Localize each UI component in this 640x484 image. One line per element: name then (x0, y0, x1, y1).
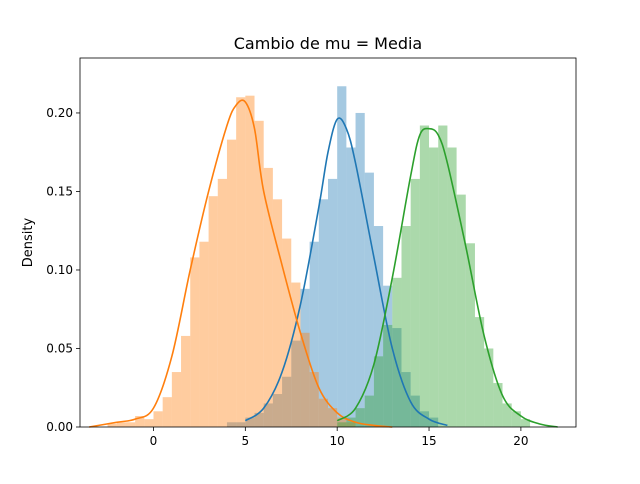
histogram-bars (107, 86, 531, 428)
kde-line-s1 (244, 117, 448, 427)
histogram-bar-s2-b2 (116, 422, 126, 427)
histogram-bar-s1-b13 (337, 86, 347, 428)
histogram-bar-s2-b13 (217, 178, 227, 427)
kde-line-s2 (89, 99, 393, 428)
histogram-bar-s2-b6 (153, 411, 163, 427)
histogram-bar-s3-b8 (401, 226, 411, 427)
histogram-bar-s3-b11 (429, 147, 439, 427)
histogram-bar-s2-b21 (291, 282, 301, 427)
histogram-bar-s2-b17 (254, 120, 264, 428)
histogram-bar-s1-b19 (392, 328, 402, 427)
histogram-bar-s2-b7 (162, 397, 172, 427)
histogram-bar-s1-b20 (401, 372, 411, 427)
histogram-bar-s2-b18 (263, 167, 273, 427)
histogram-bar-s3-b2 (346, 417, 356, 427)
histogram-bar-s3-b19 (502, 403, 512, 427)
kde-line-s3 (336, 127, 558, 428)
histogram-bar-s1-b3 (245, 417, 255, 427)
histogram-bar-s3-b3 (355, 408, 365, 427)
histogram-bar-s3-b1 (337, 422, 347, 427)
histogram-bar-s1-b10 (309, 241, 319, 427)
plot-frame (79, 57, 577, 428)
histogram-bar-s3-b21 (520, 419, 531, 427)
histogram-bar-s2-b10 (190, 257, 200, 427)
histogram-bar-s1-b5 (263, 403, 273, 427)
histogram-bar-s1-b17 (373, 226, 384, 427)
y-tick-label: 0.00 (46, 420, 73, 434)
histogram-bar-s3-b9 (410, 178, 420, 427)
histogram-bar-s3-b6 (383, 324, 393, 427)
histogram-bar-s3-b7 (392, 277, 402, 427)
histogram-bar-s3-b10 (419, 125, 430, 427)
histogram-bar-s2-b4 (135, 416, 145, 427)
histogram-bar-s1-b21 (410, 395, 420, 427)
x-tick-label: 5 (242, 434, 250, 448)
kde-curves (89, 99, 558, 428)
histogram-bar-s1-b9 (300, 288, 310, 427)
histogram-bar-s3-b13 (447, 147, 457, 427)
histogram-bar-s2-b9 (181, 335, 191, 427)
histogram-bar-s1-b1 (226, 422, 237, 427)
histogram-bar-s1-b12 (328, 178, 338, 427)
histogram-bar-s2-b3 (125, 422, 136, 427)
histogram-bar-s1-b11 (318, 199, 328, 427)
x-tick-label: 20 (513, 434, 528, 448)
y-axis-ticks: 0.00 0.05 0.10 0.15 0.20 (46, 106, 80, 434)
histogram-bar-s2-b19 (272, 199, 283, 427)
histogram-bar-s2-b23 (309, 372, 319, 427)
histogram-bar-s1-b14 (346, 147, 356, 427)
histogram-bar-s2-b20 (282, 238, 292, 427)
chart-title: Cambio de mu = Media (234, 34, 422, 53)
histogram-bar-s1-b4 (254, 412, 264, 427)
histogram-bar-s2-b14 (226, 139, 237, 427)
histogram-bar-s3-b5 (373, 356, 384, 427)
histogram-bar-s2-b22 (300, 332, 310, 427)
histogram-bar-s2-b24 (318, 398, 328, 427)
histogram-bar-s2-b26 (337, 417, 347, 427)
histogram-bar-s3-b12 (438, 125, 448, 427)
y-tick-label: 0.15 (46, 184, 73, 198)
histogram-bar-s2-b8 (171, 372, 182, 427)
histogram-bar-s1-b2 (236, 422, 246, 427)
histogram-bar-s3-b16 (474, 317, 485, 427)
histogram-bar-s3-b20 (511, 411, 521, 427)
histogram-bar-s1-b15 (355, 112, 365, 427)
histogram-bar-s3-b4 (364, 395, 374, 427)
histogram-bar-s2-b11 (199, 241, 209, 427)
histogram-bar-s1-b6 (272, 394, 283, 427)
y-axis-label: Density (21, 217, 36, 267)
histogram-bar-s2-b5 (144, 419, 154, 427)
histogram-bar-s1-b22 (419, 411, 430, 427)
histogram-bar-s1-b16 (364, 172, 374, 427)
y-tick-label: 0.10 (46, 263, 73, 277)
histogram-bar-s3-b18 (493, 383, 503, 427)
histogram-bar-s3-b17 (484, 348, 494, 427)
histogram-bar-s1-b18 (383, 285, 393, 427)
y-tick-label: 0.20 (46, 106, 73, 120)
histogram-bar-s2-b12 (208, 196, 218, 427)
histogram-bar-s3-b14 (456, 194, 466, 427)
histogram-bar-s2-b15 (236, 97, 246, 428)
histogram-bar-s2-b1 (107, 423, 117, 427)
x-axis-ticks: 0 5 10 15 20 (150, 427, 529, 448)
x-tick-label: 10 (330, 434, 345, 448)
histogram-bar-s1-b8 (291, 340, 301, 427)
histogram-bar-s2-b16 (245, 95, 255, 427)
histogram-bar-s2-b25 (328, 408, 338, 427)
x-tick-label: 15 (421, 434, 436, 448)
histogram-bar-s2-b27 (346, 422, 356, 427)
histogram-bar-s1-b23 (429, 417, 439, 427)
histogram-bar-s1-b7 (282, 376, 292, 427)
y-tick-label: 0.05 (46, 341, 73, 355)
x-tick-label: 0 (150, 434, 158, 448)
histogram-bar-s3-b15 (465, 243, 475, 427)
